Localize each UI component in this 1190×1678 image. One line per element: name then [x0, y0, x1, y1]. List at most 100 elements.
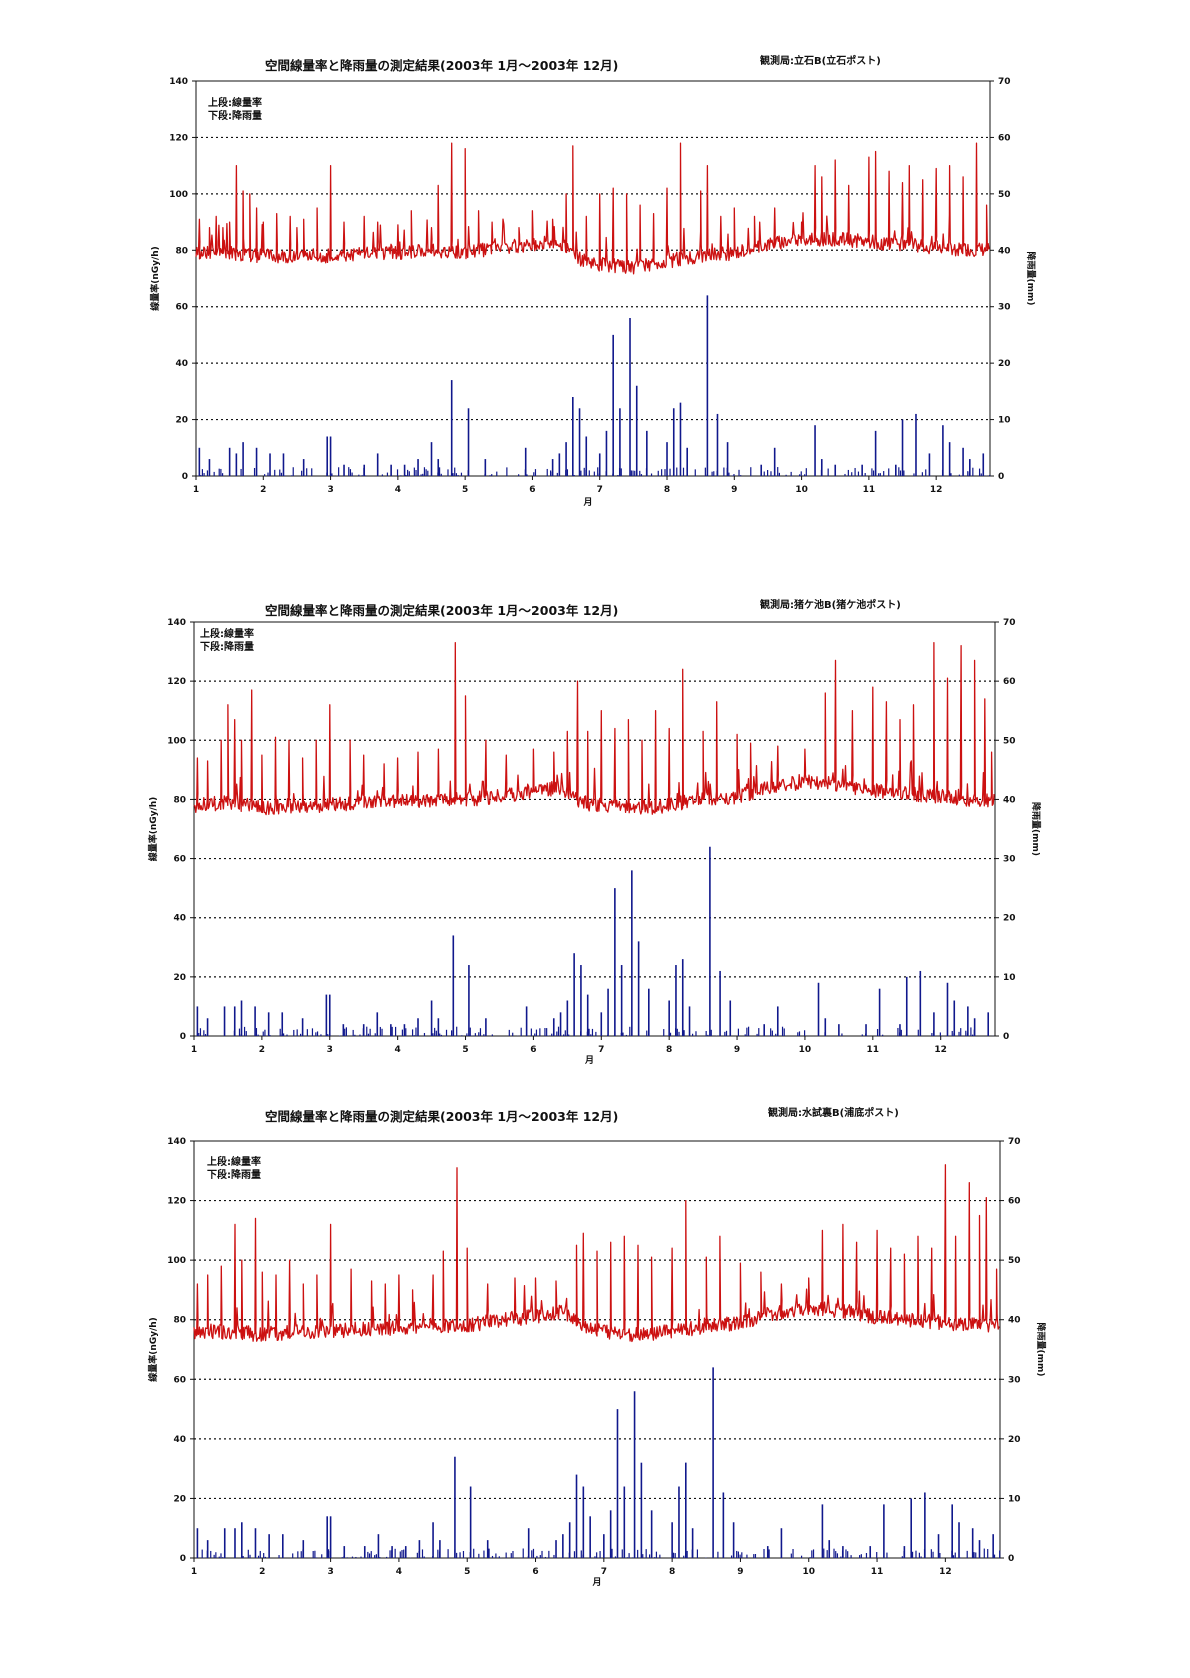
- legend-bottom-label: 下段:降雨量: [200, 642, 254, 653]
- x-tick-label: 1: [191, 1567, 197, 1577]
- legend: 上段:線量率 下段:降雨量: [200, 628, 254, 654]
- x-tick-label: 8: [669, 1567, 675, 1577]
- x-tick-label: 7: [597, 485, 603, 495]
- y-tick-label: 100: [167, 1256, 186, 1266]
- x-tick-label: 10: [795, 485, 808, 495]
- x-tick-label: 4: [395, 1045, 401, 1055]
- chart-title: 空間線量率と降雨量の測定結果(2003年 1月～2003年 12月): [265, 603, 619, 618]
- y2-tick-label: 60: [1008, 1197, 1021, 1207]
- y-axis-label: 線量率(nGy/h): [149, 246, 161, 311]
- y-tick-label: 120: [167, 677, 186, 687]
- x-tick-label: 1: [191, 1045, 197, 1055]
- y2-tick-label: 40: [998, 246, 1011, 256]
- y-tick-label: 0: [180, 1554, 186, 1564]
- y-tick-label: 40: [173, 914, 186, 924]
- x-tick-label: 6: [532, 1567, 538, 1577]
- y-tick-label: 60: [173, 1375, 186, 1385]
- y2-tick-label: 0: [1008, 1554, 1014, 1564]
- dose-rate-line: [195, 142, 990, 275]
- y2-tick-label: 30: [1008, 1375, 1021, 1385]
- x-axis-label: 月: [582, 497, 592, 508]
- x-tick-label: 6: [529, 485, 535, 495]
- legend-top-label: 上段:線量率: [207, 1157, 261, 1168]
- y-tick-label: 140: [167, 1137, 186, 1147]
- x-tick-label: 2: [260, 485, 266, 495]
- station-label: 観測局:立石B(立石ポスト): [760, 56, 881, 67]
- chart-panel-1: 空間線量率と降雨量の測定結果(2003年 1月～2003年 12月) 観測局:立…: [0, 0, 1190, 530]
- x-axis-label: 月: [591, 1577, 601, 1588]
- legend: 上段:線量率 下段:降雨量: [207, 1156, 261, 1182]
- y2-tick-label: 20: [1008, 1435, 1021, 1445]
- y-tick-label: 20: [175, 416, 188, 426]
- x-tick-label: 11: [871, 1567, 884, 1577]
- y2-tick-label: 10: [1008, 1494, 1021, 1504]
- y-tick-label: 100: [167, 736, 186, 746]
- x-tick-label: 12: [934, 1045, 947, 1055]
- y2-tick-label: 20: [1003, 914, 1016, 924]
- y-tick-label: 0: [182, 472, 188, 482]
- y-tick-label: 20: [173, 1494, 186, 1504]
- y2-tick-label: 50: [1008, 1256, 1021, 1266]
- x-tick-label: 8: [664, 485, 670, 495]
- y2-tick-label: 60: [1003, 677, 1016, 687]
- y2-tick-label: 50: [1003, 736, 1016, 746]
- y2-tick-label: 0: [1003, 1032, 1009, 1042]
- y-tick-label: 140: [167, 618, 186, 628]
- x-tick-label: 5: [462, 485, 468, 495]
- y2-tick-label: 40: [1008, 1316, 1021, 1326]
- y2-tick-label: 70: [1003, 618, 1016, 628]
- y-tick-label: 20: [173, 973, 186, 983]
- x-tick-label: 3: [327, 1567, 333, 1577]
- chart-panel-2: 空間線量率と降雨量の測定結果(2003年 1月～2003年 12月) 観測局:猪…: [147, 600, 1042, 1066]
- y-tick-label: 80: [173, 795, 186, 805]
- y2-axis-label: 降雨量(mm): [1025, 252, 1037, 306]
- y-tick-label: 60: [175, 303, 188, 313]
- x-tick-label: 11: [867, 1045, 880, 1055]
- y-axis-label: 線量率(nGy/h): [147, 797, 159, 862]
- y-tick-label: 40: [175, 359, 188, 369]
- y2-tick-label: 70: [1008, 1137, 1021, 1147]
- y2-tick-label: 10: [1003, 973, 1016, 983]
- y2-tick-label: 70: [998, 77, 1011, 87]
- x-tick-label: 11: [863, 485, 876, 495]
- x-tick-label: 5: [464, 1567, 470, 1577]
- x-tick-label: 7: [601, 1567, 607, 1577]
- y2-tick-label: 30: [1003, 855, 1016, 865]
- x-tick-label: 3: [327, 1045, 333, 1055]
- chart-title: 空間線量率と降雨量の測定結果(2003年 1月～2003年 12月): [265, 1109, 619, 1124]
- x-tick-label: 6: [530, 1045, 536, 1055]
- dose-rate-line: [193, 642, 995, 816]
- x-tick-label: 8: [666, 1045, 672, 1055]
- legend-top-label: 上段:線量率: [200, 629, 254, 640]
- legend-bottom-label: 下段:降雨量: [208, 111, 262, 122]
- x-axis-label: 月: [584, 1055, 594, 1066]
- y2-tick-label: 10: [998, 416, 1011, 426]
- y2-tick-label: 60: [998, 133, 1011, 143]
- y2-tick-label: 30: [998, 303, 1011, 313]
- x-tick-label: 4: [395, 485, 401, 495]
- y2-axis-label: 降雨量(mm): [1030, 802, 1042, 856]
- y2-tick-label: 0: [998, 472, 1004, 482]
- y-tick-label: 40: [173, 1435, 186, 1445]
- y-tick-label: 120: [167, 1197, 186, 1207]
- x-tick-label: 3: [327, 485, 333, 495]
- x-tick-label: 9: [731, 485, 737, 495]
- y-tick-label: 100: [169, 190, 188, 200]
- x-tick-label: 1: [193, 485, 199, 495]
- y-tick-label: 0: [180, 1032, 186, 1042]
- y-tick-label: 140: [169, 77, 188, 87]
- x-tick-label: 7: [598, 1045, 604, 1055]
- station-label: 観測局:猪ケ池B(猪ケ池ポスト): [760, 600, 901, 611]
- x-tick-label: 5: [462, 1045, 468, 1055]
- y2-tick-label: 50: [998, 190, 1011, 200]
- x-tick-label: 10: [802, 1567, 815, 1577]
- y-tick-label: 60: [173, 855, 186, 865]
- dose-rate-line: [193, 1164, 1000, 1343]
- x-tick-label: 2: [259, 1567, 265, 1577]
- x-tick-label: 12: [930, 485, 943, 495]
- y2-tick-label: 40: [1003, 795, 1016, 805]
- x-tick-label: 2: [259, 1045, 265, 1055]
- y2-axis-label: 降雨量(mm): [1035, 1323, 1047, 1377]
